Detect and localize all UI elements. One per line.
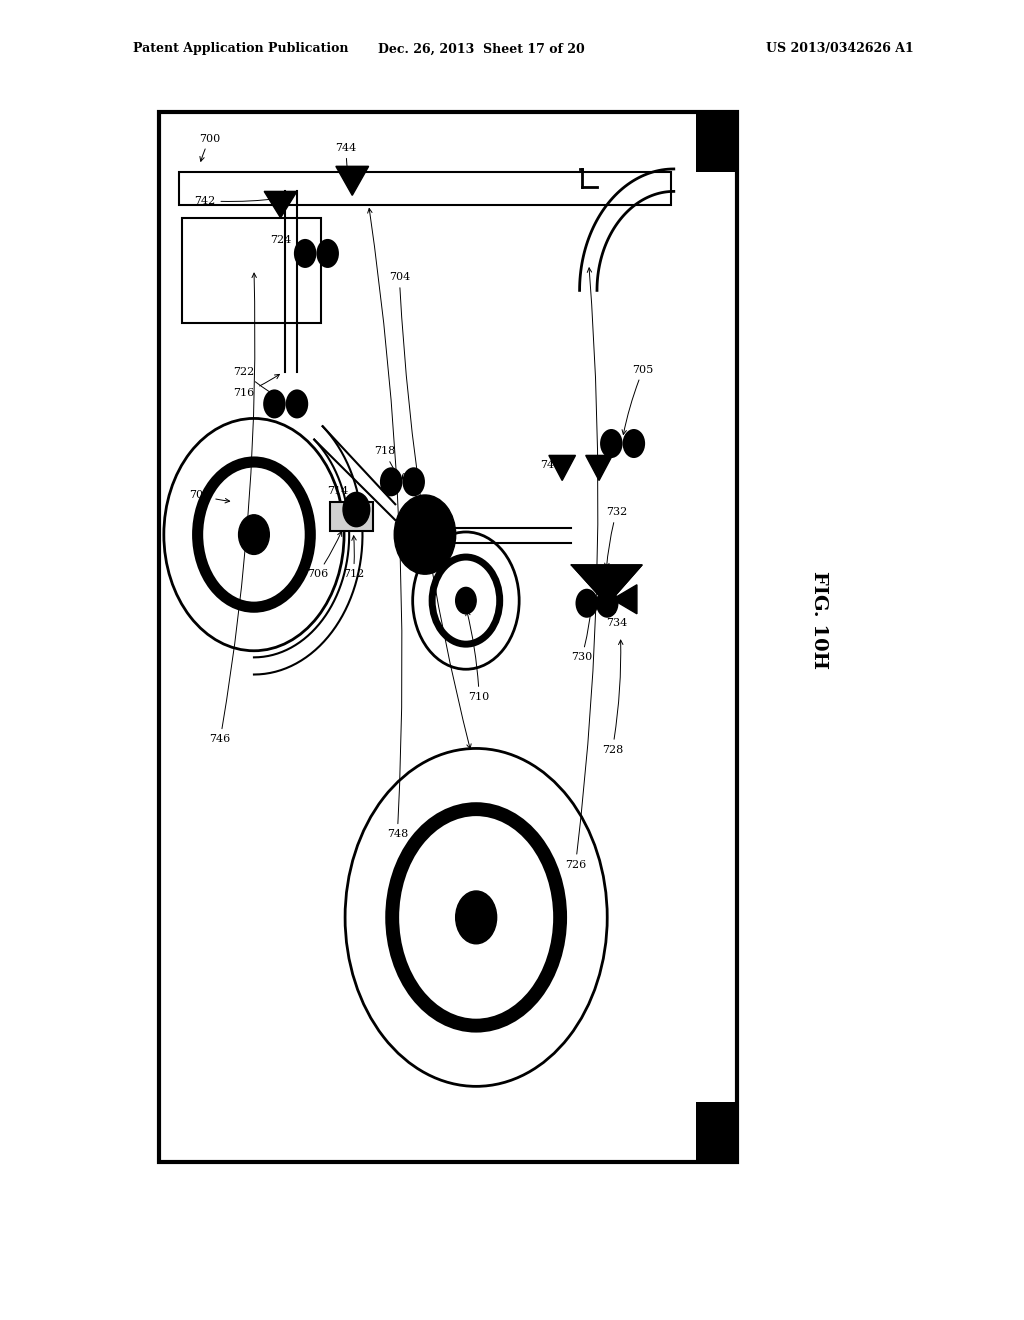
Bar (159, 112, 737, 1162)
Polygon shape (549, 455, 575, 480)
Text: 726: 726 (565, 268, 598, 870)
Circle shape (596, 589, 618, 618)
Text: 705: 705 (622, 364, 653, 434)
Polygon shape (264, 191, 297, 218)
Text: 742: 742 (195, 195, 278, 206)
Polygon shape (336, 166, 369, 195)
Bar (696, 1102, 737, 1162)
Bar (179, 172, 671, 205)
Text: 712: 712 (343, 536, 364, 579)
Circle shape (316, 239, 339, 268)
Circle shape (239, 515, 269, 554)
Text: 708: 708 (189, 490, 229, 503)
Circle shape (380, 467, 402, 496)
Text: 744: 744 (336, 143, 356, 183)
Text: Dec. 26, 2013  Sheet 17 of 20: Dec. 26, 2013 Sheet 17 of 20 (378, 42, 585, 55)
Polygon shape (612, 585, 637, 614)
Circle shape (402, 467, 425, 496)
Circle shape (198, 462, 310, 607)
Text: 714: 714 (328, 486, 353, 504)
Bar (182, 218, 321, 323)
Circle shape (600, 429, 623, 458)
Text: 750: 750 (422, 537, 442, 562)
Circle shape (345, 748, 607, 1086)
Text: US 2013/0342626 A1: US 2013/0342626 A1 (766, 42, 913, 55)
Circle shape (413, 532, 519, 669)
Text: 718: 718 (375, 446, 397, 475)
Text: 724: 724 (270, 235, 311, 249)
Polygon shape (571, 565, 642, 605)
Circle shape (456, 891, 497, 944)
Circle shape (432, 557, 500, 644)
Text: FIG. 10H: FIG. 10H (810, 572, 828, 669)
Text: 746: 746 (210, 273, 256, 744)
Bar (696, 112, 737, 172)
Circle shape (623, 429, 645, 458)
Text: 722: 722 (233, 367, 282, 400)
Circle shape (392, 809, 560, 1026)
Text: 720: 720 (387, 473, 411, 483)
Bar (330, 502, 373, 531)
Text: 700: 700 (200, 133, 220, 161)
Text: Patent Application Publication: Patent Application Publication (133, 42, 348, 55)
Text: 716: 716 (233, 375, 280, 399)
Circle shape (343, 492, 370, 527)
Text: 704: 704 (389, 272, 471, 748)
Circle shape (294, 239, 316, 268)
Text: 748: 748 (368, 209, 408, 840)
Text: 710: 710 (466, 611, 489, 702)
Circle shape (263, 389, 286, 418)
Text: 728: 728 (602, 640, 623, 755)
Circle shape (456, 587, 476, 614)
Polygon shape (586, 455, 612, 480)
Circle shape (286, 389, 308, 418)
Text: 706: 706 (307, 532, 342, 579)
Text: 740: 740 (541, 459, 564, 470)
Circle shape (575, 589, 598, 618)
Text: 734: 734 (606, 603, 627, 628)
Circle shape (394, 495, 456, 574)
Text: 730: 730 (571, 605, 593, 663)
Circle shape (164, 418, 344, 651)
Text: 732: 732 (604, 507, 627, 568)
